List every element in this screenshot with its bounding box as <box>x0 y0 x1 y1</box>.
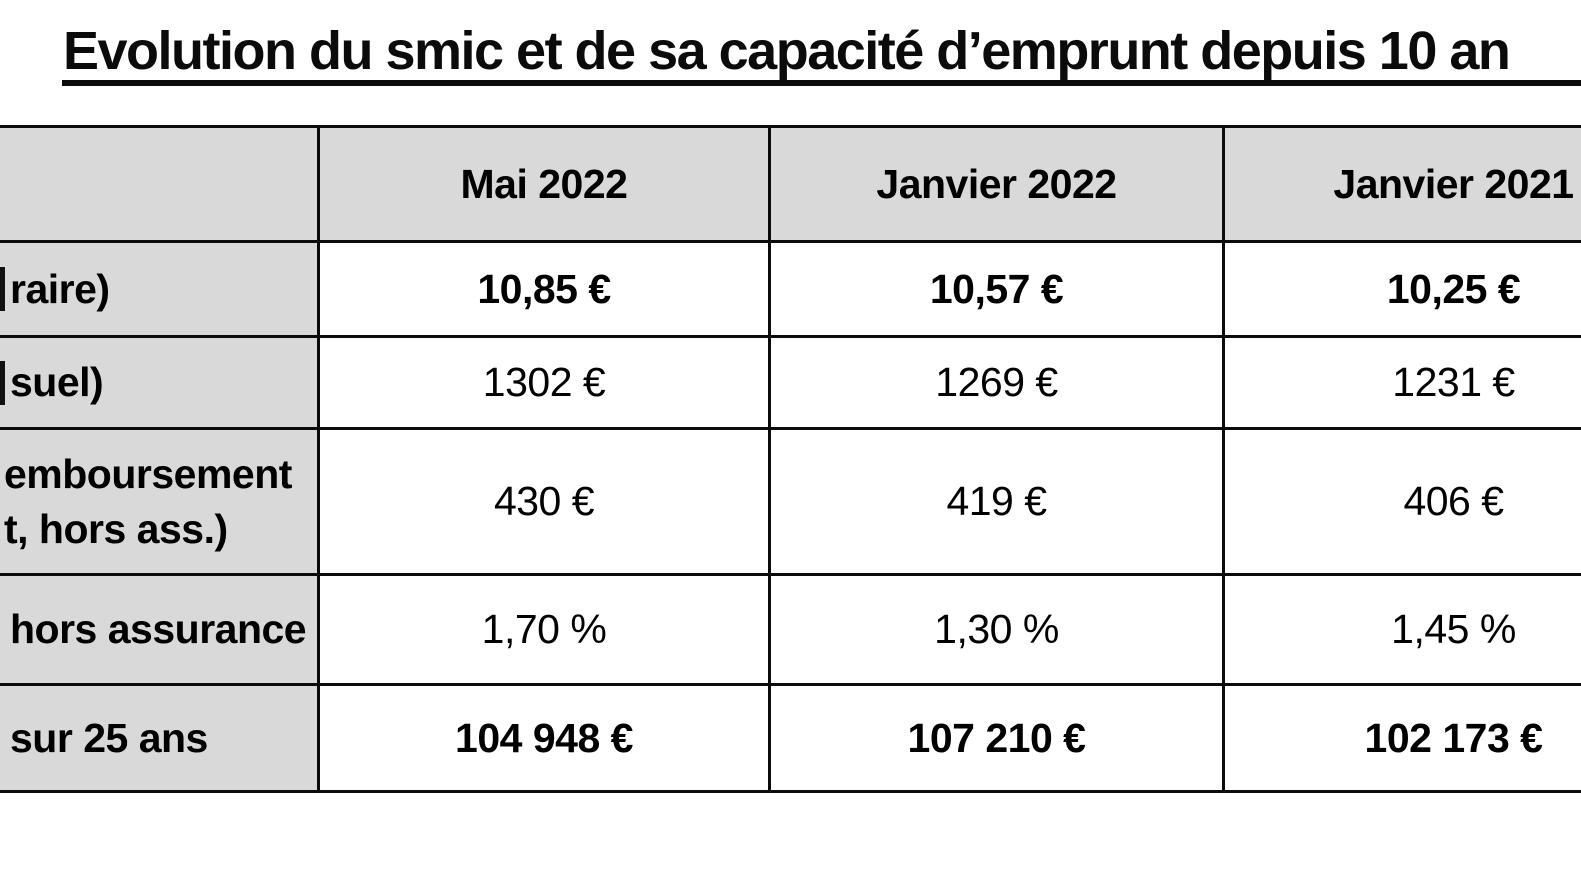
table-cell: 1302 € <box>320 338 768 427</box>
row-label: hors assurance <box>0 576 317 683</box>
table-cell: 419 € <box>771 430 1222 573</box>
cut-letter-artifact <box>0 360 5 405</box>
table-cell: 430 € <box>320 430 768 573</box>
table-cell: 107 210 € <box>771 686 1222 790</box>
row-label: emboursement t, hors ass.) <box>0 430 317 573</box>
row-label: sur 25 ans <box>0 686 317 790</box>
title-underline <box>62 80 1581 86</box>
table-cell: 1231 € <box>1225 338 1581 427</box>
row-label: suel) <box>0 338 317 427</box>
smic-table: Mai 2022 Janvier 2022 Janvier 2021 raire… <box>0 125 1581 793</box>
table-cell: 10,25 € <box>1225 243 1581 335</box>
row-label-text: sur 25 ans <box>10 714 208 761</box>
header-mai-2022: Mai 2022 <box>320 128 768 240</box>
header-janvier-2022: Janvier 2022 <box>771 128 1222 240</box>
header-corner-cell <box>0 128 317 240</box>
page-title: Evolution du smic et de sa capacité d’em… <box>63 21 1511 81</box>
table-cell: 1,30 % <box>771 576 1222 683</box>
header-janvier-2021: Janvier 2021 <box>1225 128 1581 240</box>
row-label-text: t, hors ass.) <box>4 505 228 552</box>
table-cell: 10,57 € <box>771 243 1222 335</box>
row-label-text: raire) <box>10 265 110 312</box>
row-label-text: emboursement <box>4 450 292 497</box>
table-cell: 406 € <box>1225 430 1581 573</box>
row-label-text: suel) <box>10 359 104 405</box>
table-cell: 1269 € <box>771 338 1222 427</box>
row-label-text: hors assurance <box>10 606 307 652</box>
table-cell: 1,70 % <box>320 576 768 683</box>
row-label: raire) <box>0 243 317 335</box>
table-cell: 1,45 % <box>1225 576 1581 683</box>
cut-letter-artifact <box>0 267 5 311</box>
table-cell: 102 173 € <box>1225 686 1581 790</box>
table-cell: 104 948 € <box>320 686 768 790</box>
table-cell: 10,85 € <box>320 243 768 335</box>
